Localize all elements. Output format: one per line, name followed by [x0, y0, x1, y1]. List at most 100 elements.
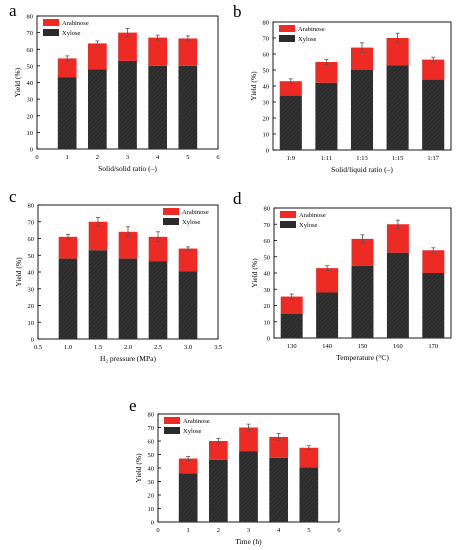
legend-swatch-xylose [280, 221, 296, 228]
bar-xylose-hatch [386, 252, 409, 338]
y-tick-label: 80 [148, 412, 155, 419]
legend-swatch-xylose [164, 427, 180, 434]
x-tick-label: 4 [156, 154, 160, 161]
bar-xylose-hatch [351, 265, 374, 338]
x-tick-label: 3 [247, 527, 250, 534]
bar-arabinose [299, 447, 319, 468]
y-tick-label: 60 [148, 439, 155, 446]
bar-arabinose [422, 59, 445, 80]
bar-arabinose [118, 32, 137, 61]
x-tick-label: 1 [187, 527, 190, 534]
legend-label-xylose: Xylose [299, 222, 318, 229]
panel-c: c 0 10 20 30 40 50 60 70 80 0.5 1.0 1.5 2.0 2.5 3.0 3.5 H… [9, 187, 222, 363]
x-tick-label: 0 [35, 154, 38, 161]
y-tick-label: 20 [28, 303, 35, 310]
y-tick-label: 20 [148, 493, 155, 500]
legend-swatch-xylose [163, 218, 179, 225]
bar-xylose-hatch [280, 313, 303, 338]
bar-xylose-hatch [208, 459, 228, 522]
y-axis-label: Yield (%) [134, 453, 143, 483]
x-axis-label: H₂ pressure (MPa) [100, 354, 156, 363]
x-axis-label: Temperature (°C) [336, 353, 389, 362]
bar-arabinose [87, 43, 107, 70]
legend-swatch-arabinose [164, 417, 180, 424]
y-tick-label: 70 [264, 222, 271, 229]
x-tick-label: 170 [428, 343, 438, 350]
bar-arabinose [269, 436, 289, 458]
y-tick-label: 40 [263, 84, 270, 91]
x-tick-label: 1:17 [427, 155, 439, 162]
y-tick-label: 0 [267, 336, 270, 343]
x-tick-label: 3.0 [184, 344, 192, 351]
bar-arabinose [239, 427, 258, 452]
bar-arabinose [280, 296, 303, 314]
x-tick-label: 150 [358, 343, 368, 350]
x-tick-label: 0.5 [34, 344, 42, 351]
bar-xylose-hatch [57, 77, 77, 149]
y-tick-label: 50 [264, 254, 271, 261]
x-tick-label: 1:11 [321, 155, 332, 162]
x-tick-label: 6 [337, 527, 341, 534]
bar-arabinose [386, 38, 409, 66]
panel-a: a 0 10 20 30 40 50 60 70 80 0 1 2 3 4 5 6 Solid/solid rat… [9, 1, 220, 173]
y-tick-label: 50 [263, 68, 270, 75]
x-axis-label: Solid/solid ratio (–) [98, 164, 157, 173]
x-tick-label: 1:13 [356, 155, 368, 162]
x-tick-label: 5 [186, 154, 189, 161]
bar-arabinose [57, 58, 77, 78]
x-tick-label: 2 [217, 527, 220, 534]
x-axis-label: Time (h) [235, 537, 262, 546]
y-tick-label: 10 [263, 132, 270, 139]
x-tick-label: 5 [307, 527, 310, 534]
y-tick-label: 0 [30, 147, 33, 154]
y-tick-label: 40 [27, 80, 34, 87]
y-tick-label: 80 [263, 20, 270, 27]
bar-xylose-hatch [269, 457, 289, 522]
y-tick-label: 0 [266, 148, 269, 155]
bar-xylose-hatch [315, 82, 338, 150]
panel-label: d [233, 189, 242, 208]
x-tick-label: 160 [393, 343, 403, 350]
bar-arabinose [178, 458, 198, 474]
x-tick-label: 1.0 [64, 344, 72, 351]
y-tick-label: 30 [28, 286, 35, 293]
y-tick-label: 20 [27, 113, 34, 120]
bar-arabinose [315, 62, 338, 83]
bar-arabinose [118, 231, 138, 259]
y-tick-label: 60 [28, 236, 35, 243]
bar-arabinose [386, 224, 409, 253]
y-tick-label: 50 [28, 253, 35, 260]
bar-arabinose [148, 37, 168, 66]
bar-arabinose [279, 81, 302, 96]
x-tick-label: 0 [156, 527, 159, 534]
y-axis-label: Yield (%) [13, 67, 22, 97]
x-tick-label: 2 [96, 154, 99, 161]
bar-xylose-hatch [178, 473, 198, 522]
panel-label: c [9, 187, 17, 206]
bar-xylose-hatch [386, 65, 409, 150]
y-tick-label: 30 [148, 479, 155, 486]
bar-arabinose [178, 38, 198, 66]
legend-label-xylose: Xylose [183, 428, 202, 435]
bar-xylose-hatch [88, 250, 108, 339]
y-tick-label: 30 [263, 100, 270, 107]
y-tick-label: 50 [148, 452, 155, 459]
bar-xylose-hatch [118, 60, 137, 150]
y-axis-label: Yield (%) [14, 257, 23, 287]
x-tick-label: 6 [216, 154, 220, 161]
bar-xylose-hatch [148, 261, 168, 339]
y-tick-label: 70 [148, 425, 155, 432]
bar-arabinose [422, 250, 445, 273]
panel-b: b 0 10 20 30 40 50 60 70 80 1:9 1:11 1:13 1:15 1:17 Sol… [233, 2, 452, 174]
bar-xylose-hatch [87, 69, 107, 149]
y-tick-label: 70 [27, 30, 34, 37]
legend-label-arabinose: Arabinose [182, 209, 209, 216]
x-tick-label: 1 [66, 154, 69, 161]
legend-label-arabinose: Arabinose [298, 26, 325, 33]
y-tick-label: 40 [148, 466, 155, 473]
legend-label-arabinose: Arabinose [183, 418, 210, 425]
y-tick-label: 50 [27, 63, 34, 70]
y-tick-label: 80 [28, 203, 35, 210]
legend-label-xylose: Xylose [298, 36, 317, 43]
y-tick-label: 30 [264, 287, 271, 294]
